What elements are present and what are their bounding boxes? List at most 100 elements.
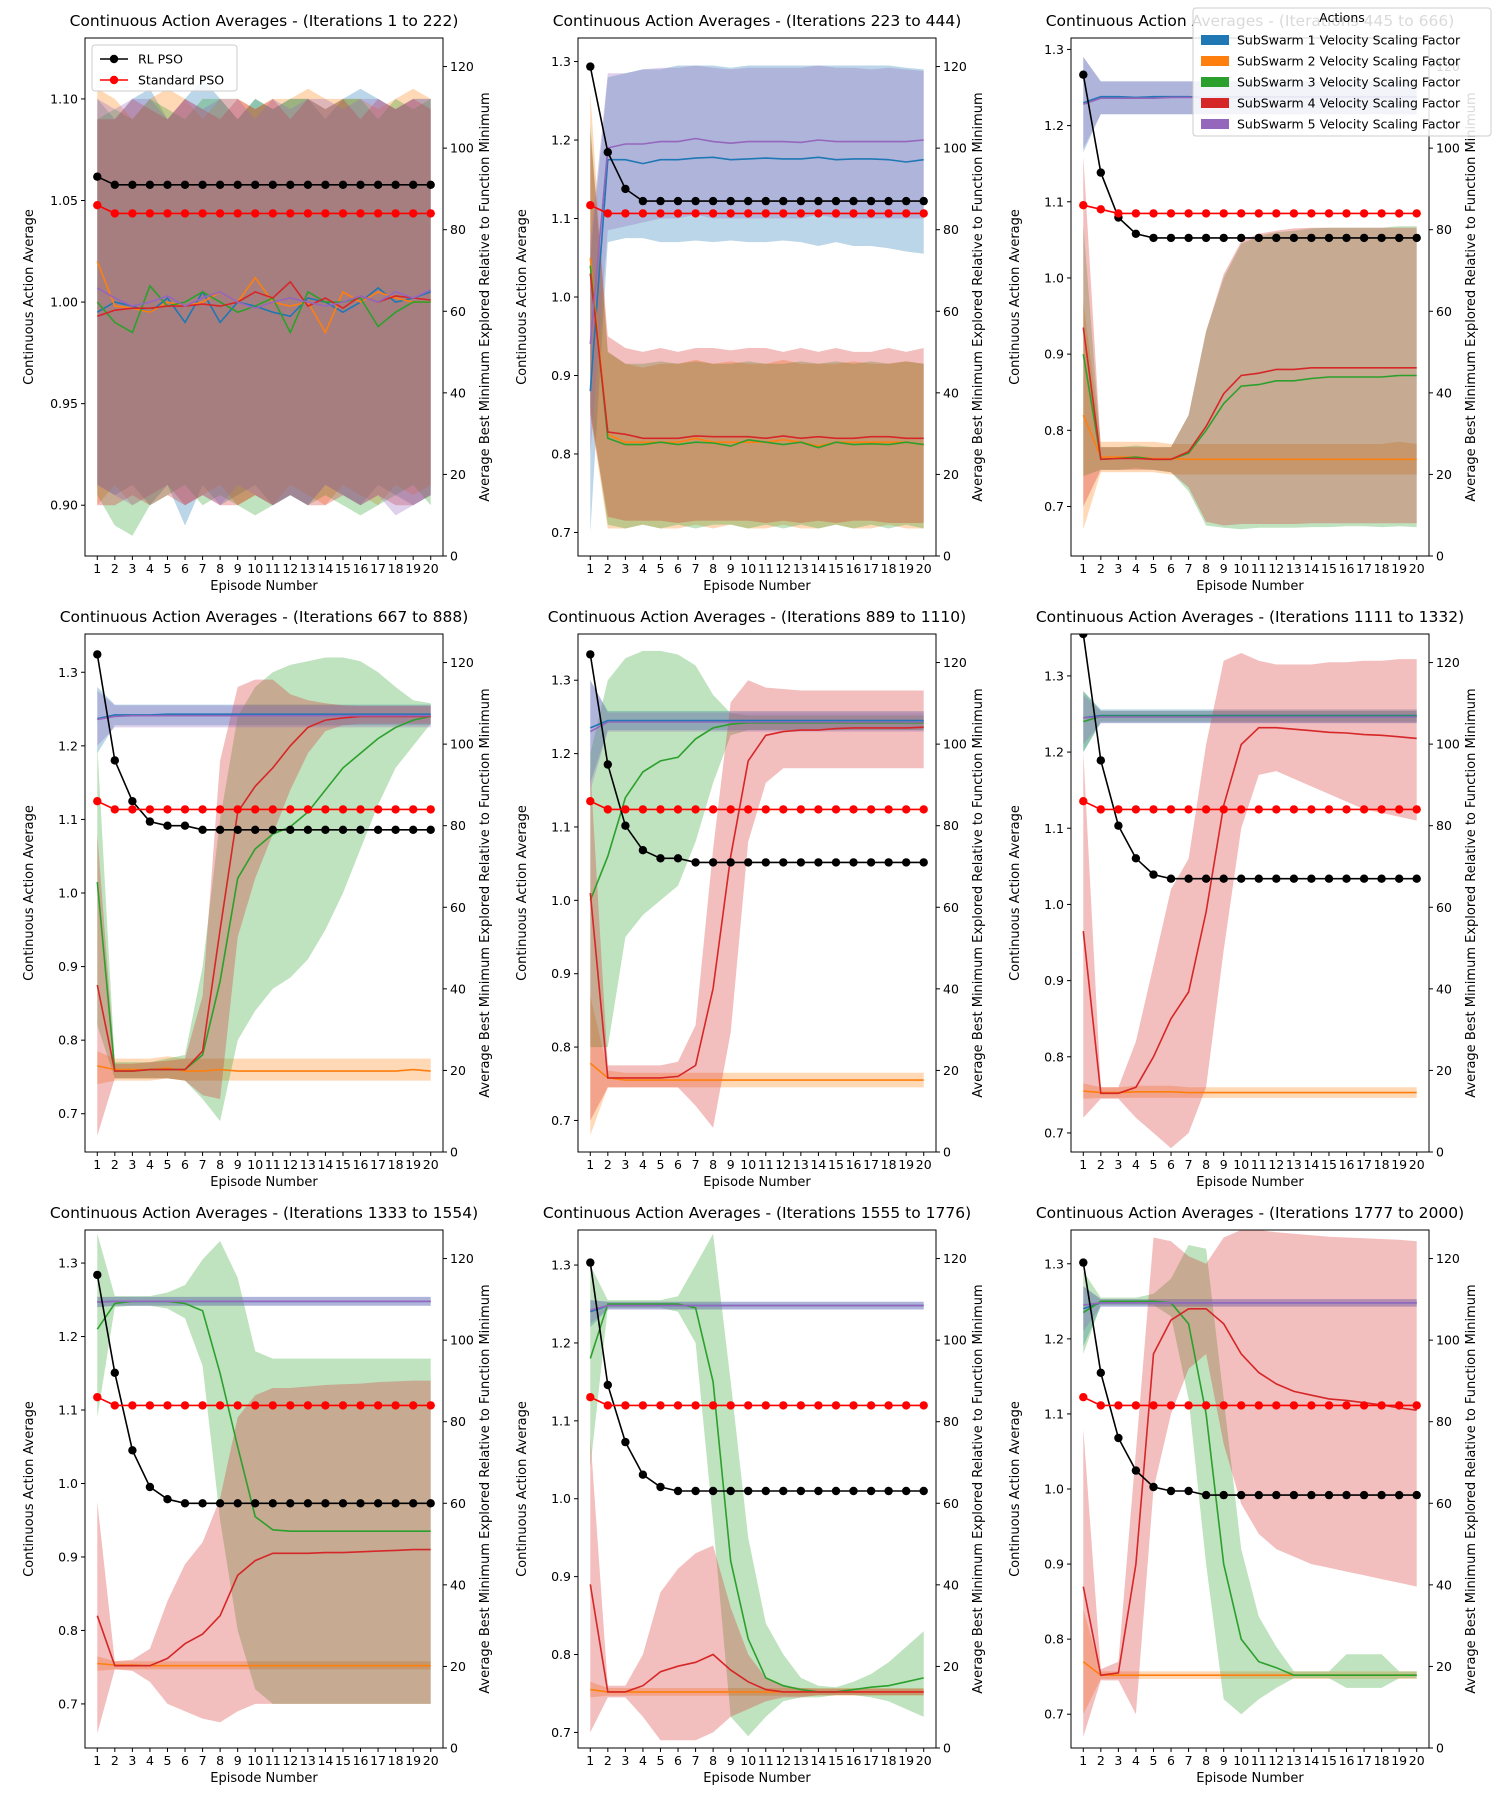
- point-standard-pso: [691, 805, 700, 814]
- y-tick-label: 1.10: [50, 91, 78, 106]
- x-tick-label: 17: [370, 1753, 386, 1768]
- point-standard-pso: [338, 1401, 348, 1410]
- subplot-9: 1 2 3 4 5 6 7 8 9 10 11 12 13 14 15 16 17 18 19 200.70.80.9…: [1008, 1204, 1479, 1786]
- point-standard-pso: [744, 1401, 753, 1410]
- x-tick-label: 15: [1321, 1157, 1337, 1172]
- point-standard-pso: [726, 1401, 735, 1410]
- x-tick-label: 6: [1167, 1157, 1175, 1172]
- x-tick-label: 13: [300, 1753, 316, 1768]
- point-rl-pso: [1131, 1466, 1141, 1475]
- line-subswarm-2-velocity-scaling-factor: [97, 1662, 431, 1667]
- y2-tick-label: 0: [450, 1145, 458, 1160]
- point-rl-pso: [656, 196, 665, 206]
- y2-tick-label: 20: [1436, 1063, 1452, 1078]
- point-rl-pso: [761, 196, 770, 206]
- point-rl-pso: [1096, 168, 1106, 177]
- x-tick-label: 2: [1097, 1157, 1105, 1172]
- band-subswarm-3-velocity-scaling-factor: [97, 98, 431, 536]
- y-tick-label: 1.1: [1044, 194, 1064, 209]
- band-subswarm-2-velocity-scaling-factor: [97, 88, 431, 506]
- x-tick-label: 18: [1374, 561, 1390, 576]
- band-subswarm-5-velocity-scaling-factor: [1083, 694, 1417, 745]
- point-rl-pso: [656, 854, 665, 863]
- point-standard-pso: [426, 805, 435, 814]
- point-rl-pso: [338, 825, 348, 834]
- plot-area: [93, 1233, 435, 1734]
- point-rl-pso: [849, 1486, 858, 1496]
- point-standard-pso: [1166, 1401, 1176, 1410]
- point-standard-pso: [726, 209, 735, 218]
- y2-tick-label: 40: [943, 1577, 959, 1592]
- x-axis-label: Episode Number: [1196, 579, 1304, 594]
- x-tick-label: 12: [1268, 1753, 1284, 1768]
- chart-title: Continuous Action Averages - (Iterations…: [548, 608, 966, 626]
- y-tick-label: 0.9: [1044, 1557, 1064, 1572]
- point-rl-pso: [831, 196, 841, 206]
- legend-entry: RL PSO: [138, 52, 183, 67]
- x-tick-label: 8: [216, 561, 224, 576]
- x-tick-label: 11: [758, 1157, 774, 1172]
- point-standard-pso: [426, 1401, 435, 1410]
- y2-axis-label: Average Best Minimum Explored Relative t…: [1464, 1284, 1479, 1693]
- y2-tick-label: 120: [943, 1251, 967, 1266]
- point-rl-pso: [233, 180, 242, 189]
- point-rl-pso: [1324, 1490, 1334, 1500]
- point-standard-pso: [726, 805, 735, 814]
- point-standard-pso: [1342, 209, 1351, 218]
- x-tick-label: 18: [1374, 1157, 1390, 1172]
- point-standard-pso: [1324, 209, 1334, 218]
- point-rl-pso: [303, 1499, 313, 1508]
- y-tick-label: 1.05: [50, 193, 78, 208]
- y-tick-label: 0.9: [551, 368, 571, 383]
- point-standard-pso: [93, 201, 102, 210]
- band-subswarm-5-velocity-scaling-factor: [97, 690, 431, 746]
- y-tick-label: 1.1: [1044, 821, 1064, 836]
- y2-tick-label: 80: [450, 1414, 466, 1429]
- y2-axis-label: Average Best Minimum Explored Relative t…: [478, 1284, 493, 1693]
- line-subswarm-2-velocity-scaling-factor: [96, 261, 431, 335]
- point-rl-pso: [831, 858, 841, 867]
- y2-tick-label: 80: [943, 222, 959, 237]
- point-rl-pso: [1219, 233, 1228, 243]
- x-tick-label: 8: [1202, 1753, 1210, 1768]
- x-tick-label: 16: [846, 1753, 862, 1768]
- point-rl-pso: [110, 756, 120, 765]
- point-standard-pso: [356, 805, 365, 814]
- point-standard-pso: [638, 209, 648, 218]
- point-standard-pso: [1149, 1401, 1158, 1410]
- point-standard-pso: [338, 805, 348, 814]
- y2-tick-label: 120: [1436, 655, 1460, 670]
- y-tick-label: 0.7: [1044, 1125, 1064, 1140]
- y-tick-label: 1.3: [58, 1256, 78, 1271]
- point-rl-pso: [673, 196, 683, 206]
- x-tick-label: 7: [1185, 1753, 1193, 1768]
- x-tick-label: 3: [621, 1157, 629, 1172]
- x-axis-label: Episode Number: [703, 1175, 811, 1190]
- point-rl-pso: [1307, 1490, 1316, 1500]
- point-rl-pso: [744, 196, 753, 206]
- x-tick-label: 4: [146, 561, 154, 576]
- y2-tick-label: 60: [943, 304, 959, 319]
- point-rl-pso: [145, 180, 155, 189]
- x-tick-label: 5: [657, 1753, 665, 1768]
- legend-entry: Standard PSO: [138, 73, 224, 88]
- point-standard-pso: [268, 805, 277, 814]
- point-standard-pso: [338, 209, 348, 218]
- point-rl-pso: [391, 1499, 400, 1508]
- point-standard-pso: [1395, 1401, 1404, 1410]
- point-standard-pso: [1289, 805, 1299, 814]
- point-standard-pso: [1237, 209, 1246, 218]
- point-rl-pso: [621, 821, 630, 830]
- y2-tick-label: 0: [1436, 1145, 1444, 1160]
- point-rl-pso: [1096, 756, 1106, 765]
- point-rl-pso: [93, 650, 102, 659]
- point-standard-pso: [1096, 205, 1106, 214]
- line-subswarm-3-velocity-scaling-factor: [589, 1303, 924, 1693]
- point-rl-pso: [93, 1270, 102, 1280]
- y2-tick-label: 60: [1436, 1496, 1452, 1511]
- line-subswarm-3-velocity-scaling-factor: [1082, 1300, 1417, 1676]
- y-tick-label: 0.8: [1044, 423, 1064, 438]
- point-standard-pso: [831, 1401, 841, 1410]
- x-tick-label: 1: [93, 561, 101, 576]
- point-rl-pso: [268, 180, 277, 189]
